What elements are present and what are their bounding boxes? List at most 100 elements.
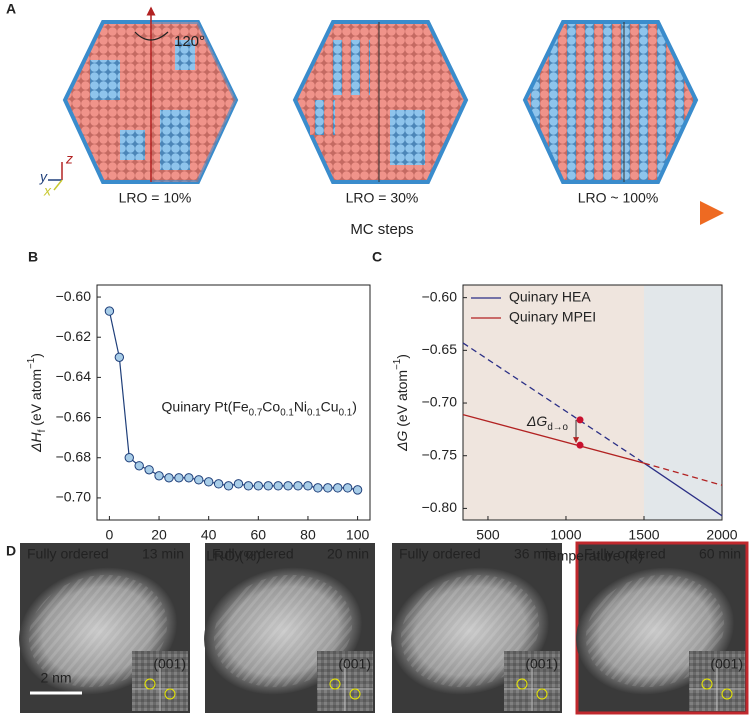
marker: [293, 481, 303, 491]
fft-spot: [164, 688, 176, 700]
text-part: Quinary Pt(Fe: [162, 398, 249, 414]
marker: [223, 481, 234, 491]
plot-frame: [96, 284, 371, 521]
text-part: ΔH: [28, 432, 44, 453]
marker: [233, 479, 244, 489]
marker: [104, 306, 115, 316]
x-tick-label: 80: [300, 527, 316, 543]
x-tick-label: 500: [476, 527, 500, 543]
fft-spot: [516, 678, 528, 690]
marker: [253, 481, 264, 491]
line-segment: [462, 342, 645, 464]
x-tick-label: 40: [201, 527, 217, 543]
axis-label: y: [39, 169, 48, 185]
chart: 500 1000 1500 2000 −0.60 −0.65 −0.70 −0.75 −0.80…: [392, 284, 738, 564]
x-tick-label: 20: [151, 527, 167, 543]
x-tick-label: 2000: [706, 527, 737, 543]
text-part: d→o: [547, 422, 568, 433]
y-tick-label: −0.68: [56, 448, 92, 464]
text-part: 0.1: [280, 408, 294, 419]
time-label: 20 min: [327, 546, 369, 562]
x-tick-label: 100: [346, 527, 370, 543]
text-part: 0.7: [249, 408, 263, 419]
text-part: ): [394, 354, 410, 359]
x-tick-label: 1000: [550, 527, 581, 543]
panel-d: Fully ordered 13 min (001) Fully ordered 20 …: [19, 541, 749, 715]
text-part: (eV atom: [394, 370, 410, 431]
axes-triad: [48, 31, 169, 191]
state-label: Fully ordered: [584, 546, 666, 562]
annotation: ΔGd→o: [526, 413, 569, 433]
text-part: −1: [26, 358, 37, 369]
structure-label: LRO = 10%: [119, 190, 192, 206]
fft-spot: [721, 688, 733, 700]
point: [576, 416, 584, 424]
text-part: ): [352, 398, 357, 414]
text-part: Co: [262, 398, 280, 414]
point: [576, 441, 584, 449]
legend-label: Quinary HEA: [509, 289, 591, 305]
marker: [283, 481, 293, 491]
axis-label: z: [65, 151, 73, 167]
text-part: 0.1: [307, 408, 321, 419]
y-axis-label: ΔHf (eV atom−1): [26, 353, 48, 453]
text-part: (eV atom: [28, 369, 44, 430]
marker: [273, 481, 283, 491]
panel-label: A: [6, 1, 16, 17]
marker: [114, 352, 125, 363]
annotation: Quinary Pt(Fe0.7Co0.1Ni0.1Cu0.1): [162, 398, 357, 418]
y-tick-label: −0.70: [56, 489, 92, 505]
marker: [154, 471, 164, 481]
x-axis-label: LRO (%): [206, 548, 260, 564]
axis-label: x: [43, 183, 52, 199]
marker: [174, 473, 184, 483]
text-part: Cu: [321, 398, 339, 414]
marker: [144, 465, 154, 475]
marker: [124, 453, 134, 463]
state-label: Fully ordered: [212, 546, 294, 562]
text-part: 0.1: [339, 408, 353, 419]
structure-label: LRO = 30%: [346, 190, 419, 206]
marker: [184, 473, 194, 483]
structure-b: [292, 20, 469, 184]
text-part: f: [37, 429, 48, 432]
y-tick-label: −0.60: [422, 288, 458, 304]
marker: [243, 481, 254, 491]
marker: [263, 481, 273, 491]
fft-spot: [536, 688, 548, 700]
marker: [203, 477, 214, 487]
line-segment: [462, 413, 645, 464]
y-tick-label: −0.64: [56, 368, 92, 384]
y-tick-label: −0.75: [422, 446, 458, 462]
marker: [323, 483, 333, 493]
x-tick-label: 1500: [628, 527, 659, 543]
marker: [134, 461, 144, 471]
y-tick-label: −0.70: [422, 394, 458, 410]
marker: [313, 483, 323, 493]
structure-c: [522, 20, 699, 184]
panel-label: C: [372, 249, 382, 265]
marker: [333, 483, 343, 493]
legend-label: Quinary MPEI: [509, 309, 596, 325]
y-axis-label: ΔG (eV atom−1): [392, 354, 410, 452]
y-tick-label: −0.65: [422, 341, 458, 357]
fft-spot: [329, 678, 341, 690]
shaded-region: [643, 285, 722, 520]
y-tick-label: −0.60: [56, 288, 92, 304]
state-label: Fully ordered: [399, 546, 481, 562]
line-segment: [643, 462, 723, 486]
x-tick-label: 60: [251, 527, 267, 543]
panel-label: B: [28, 249, 38, 265]
scale-label: 2 nm: [40, 670, 71, 686]
marker: [213, 479, 224, 489]
time-label: 60 min: [699, 546, 741, 562]
y-tick-label: −0.62: [56, 328, 92, 344]
fft-spot: [701, 678, 713, 690]
y-tick-label: −0.66: [56, 408, 92, 424]
y-tick-label: −0.80: [422, 499, 458, 515]
arrow-label: MC steps: [350, 221, 413, 238]
text-part: ΔG: [526, 413, 547, 429]
marker: [164, 473, 174, 483]
panel-label: D: [6, 543, 16, 559]
